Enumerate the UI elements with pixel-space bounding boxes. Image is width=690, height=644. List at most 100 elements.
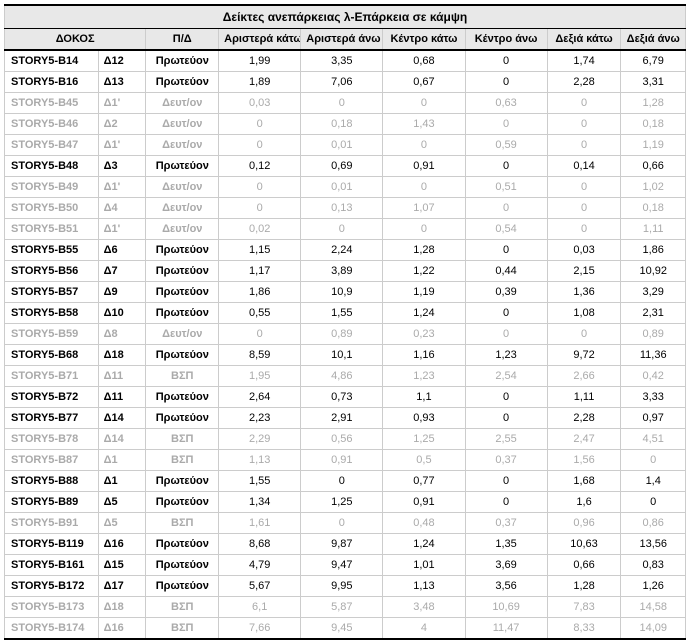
cell-v1: 1,89 (219, 72, 301, 93)
cell-v1: 1,34 (219, 492, 301, 513)
cell-name: STORY5-B16 (5, 72, 99, 93)
table-row: STORY5-B48Δ3Πρωτεύον0,120,690,9100,140,6… (5, 156, 686, 177)
cell-v3: 1,24 (383, 534, 465, 555)
cell-v1: 8,68 (219, 534, 301, 555)
cell-v5: 2,28 (547, 408, 621, 429)
cell-name: STORY5-B68 (5, 345, 99, 366)
cell-pd: Δευτ/ον (146, 324, 219, 345)
table-row: STORY5-B88Δ1Πρωτεύον1,5500,7701,681,4 (5, 471, 686, 492)
cell-v3: 0,5 (383, 450, 465, 471)
cell-pd: Πρωτεύον (146, 471, 219, 492)
cell-code: Δ1 (98, 450, 146, 471)
table-row: STORY5-B59Δ8Δευτ/ον00,890,23000,89 (5, 324, 686, 345)
table-row: STORY5-B174Δ16ΒΣΠ7,669,45411,478,3314,09 (5, 618, 686, 640)
cell-v2: 0,89 (301, 324, 383, 345)
cell-v5: 2,28 (547, 72, 621, 93)
cell-v6: 1,28 (621, 93, 686, 114)
cell-pd: Πρωτεύον (146, 387, 219, 408)
cell-v5: 0 (547, 219, 621, 240)
cell-v3: 0,48 (383, 513, 465, 534)
cell-v4: 0 (465, 303, 547, 324)
cell-v4: 1,23 (465, 345, 547, 366)
cell-v6: 3,33 (621, 387, 686, 408)
cell-v5: 1,28 (547, 576, 621, 597)
cell-v6: 13,56 (621, 534, 686, 555)
cell-name: STORY5-B88 (5, 471, 99, 492)
cell-v6: 1,11 (621, 219, 686, 240)
cell-v1: 5,67 (219, 576, 301, 597)
cell-v2: 3,89 (301, 261, 383, 282)
cell-v3: 0 (383, 93, 465, 114)
table-row: STORY5-B72Δ11Πρωτεύον2,640,731,101,113,3… (5, 387, 686, 408)
table-row: STORY5-B71Δ11ΒΣΠ1,954,861,232,542,660,42 (5, 366, 686, 387)
cell-v3: 0,67 (383, 72, 465, 93)
cell-name: STORY5-B58 (5, 303, 99, 324)
cell-v1: 0 (219, 135, 301, 156)
cell-v2: 2,24 (301, 240, 383, 261)
cell-v1: 0 (219, 198, 301, 219)
cell-pd: Πρωτεύον (146, 555, 219, 576)
cell-v6: 1,86 (621, 240, 686, 261)
cell-name: STORY5-B87 (5, 450, 99, 471)
cell-v5: 2,15 (547, 261, 621, 282)
cell-v4: 0,37 (465, 450, 547, 471)
cell-pd: Πρωτεύον (146, 156, 219, 177)
table-row: STORY5-B57Δ9Πρωτεύον1,8610,91,190,391,36… (5, 282, 686, 303)
cell-v2: 0,56 (301, 429, 383, 450)
cell-name: STORY5-B50 (5, 198, 99, 219)
cell-code: Δ18 (98, 597, 146, 618)
cell-v2: 0,18 (301, 114, 383, 135)
cell-name: STORY5-B59 (5, 324, 99, 345)
cell-v6: 0,18 (621, 198, 686, 219)
cell-v1: 0,03 (219, 93, 301, 114)
cell-name: STORY5-B174 (5, 618, 99, 640)
cell-v4: 0,54 (465, 219, 547, 240)
cell-v6: 10,92 (621, 261, 686, 282)
cell-v5: 1,68 (547, 471, 621, 492)
cell-v2: 9,45 (301, 618, 383, 640)
cell-v2: 9,95 (301, 576, 383, 597)
cell-v5: 0 (547, 324, 621, 345)
cell-v1: 1,95 (219, 366, 301, 387)
table-row: STORY5-B45Δ1'Δευτ/ον0,03000,6301,28 (5, 93, 686, 114)
cell-v2: 0 (301, 93, 383, 114)
col-dokos: ΔΟΚΟΣ (5, 29, 146, 51)
cell-code: Δ17 (98, 576, 146, 597)
cell-code: Δ7 (98, 261, 146, 282)
cell-pd: Δευτ/ον (146, 198, 219, 219)
cell-v6: 6,79 (621, 50, 686, 72)
cell-v5: 1,11 (547, 387, 621, 408)
cell-v3: 1,1 (383, 387, 465, 408)
table-row: STORY5-B173Δ18ΒΣΠ6,15,873,4810,697,8314,… (5, 597, 686, 618)
table-row: STORY5-B119Δ16Πρωτεύον8,689,871,241,3510… (5, 534, 686, 555)
cell-v3: 0 (383, 177, 465, 198)
cell-v2: 0,13 (301, 198, 383, 219)
cell-v4: 0 (465, 492, 547, 513)
table-row: STORY5-B49Δ1'Δευτ/ον00,0100,5101,02 (5, 177, 686, 198)
cell-v3: 0,93 (383, 408, 465, 429)
table-row: STORY5-B14Δ12Πρωτεύον1,993,350,6801,746,… (5, 50, 686, 72)
cell-v3: 0,91 (383, 492, 465, 513)
table-row: STORY5-B51Δ1'Δευτ/ον0,02000,5401,11 (5, 219, 686, 240)
cell-pd: Πρωτεύον (146, 345, 219, 366)
table-row: STORY5-B47Δ1'Δευτ/ον00,0100,5901,19 (5, 135, 686, 156)
cell-pd: Πρωτεύον (146, 261, 219, 282)
cell-v1: 0 (219, 114, 301, 135)
cell-v2: 3,35 (301, 50, 383, 72)
cell-v3: 0,68 (383, 50, 465, 72)
cell-v4: 0 (465, 198, 547, 219)
cell-code: Δ1' (98, 135, 146, 156)
cell-code: Δ1' (98, 219, 146, 240)
cell-v4: 3,56 (465, 576, 547, 597)
cell-v4: 0 (465, 471, 547, 492)
cell-v4: 0 (465, 324, 547, 345)
cell-v5: 8,33 (547, 618, 621, 640)
cell-code: Δ13 (98, 72, 146, 93)
cell-v2: 0,01 (301, 177, 383, 198)
cell-name: STORY5-B173 (5, 597, 99, 618)
cell-name: STORY5-B46 (5, 114, 99, 135)
table-row: STORY5-B161Δ15Πρωτεύον4,799,471,013,690,… (5, 555, 686, 576)
cell-v3: 1,25 (383, 429, 465, 450)
cell-name: STORY5-B77 (5, 408, 99, 429)
cell-v1: 1,99 (219, 50, 301, 72)
